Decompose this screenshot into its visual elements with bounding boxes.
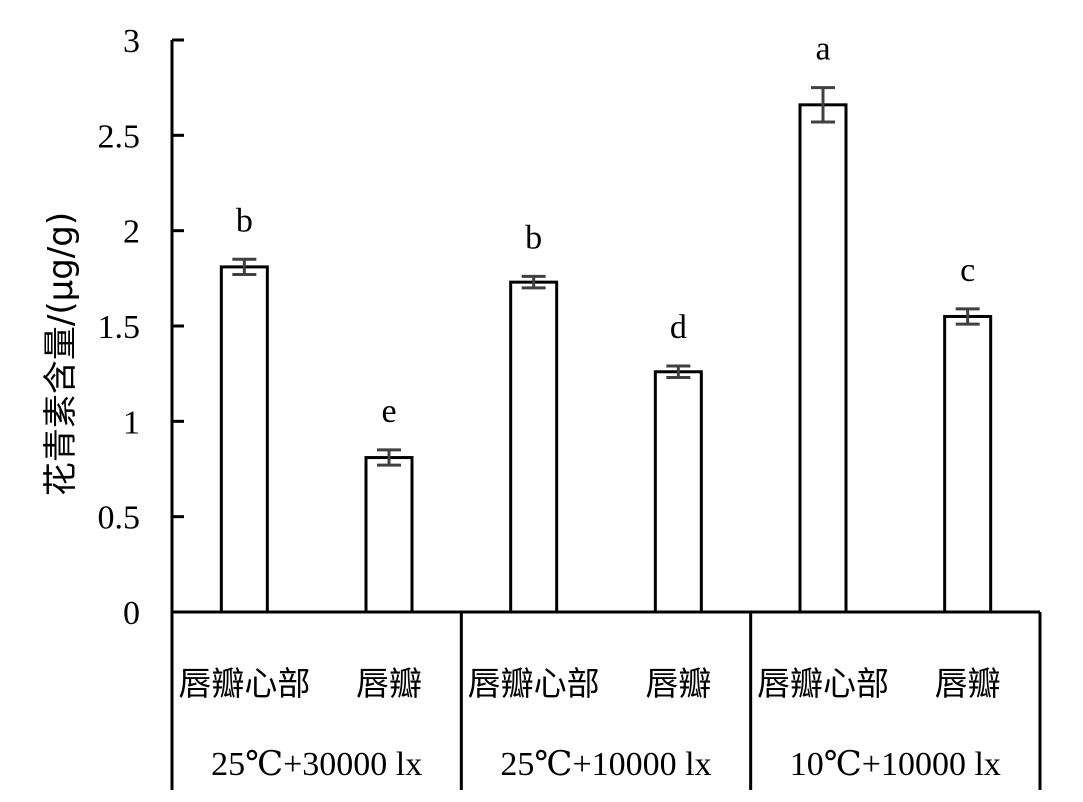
significance-letter: b	[236, 202, 253, 239]
y-tick-label: 1.5	[98, 309, 141, 346]
y-tick-label: 0	[123, 595, 140, 632]
y-tick-label: 0.5	[98, 500, 141, 537]
bars	[219, 103, 993, 614]
y-tick-label: 1	[123, 404, 140, 441]
y-tick-label: 2.5	[98, 118, 141, 155]
significance-letter: e	[381, 393, 396, 430]
error-bars	[232, 86, 980, 467]
bar	[943, 314, 993, 614]
axes: 0 0.5 1 1.5 2 2.5 3	[98, 23, 1042, 790]
x-category-label: 唇瓣	[645, 664, 711, 703]
significance-letter: b	[525, 219, 542, 256]
x-group-label: 25℃+10000 lx	[500, 746, 711, 783]
y-axis-label: 花青素含量/(μg/g)	[41, 212, 81, 496]
x-category-label: 唇瓣心部	[757, 664, 889, 703]
x-category-label: 唇瓣心部	[468, 664, 600, 703]
significance-letters: b e b d a c	[236, 31, 975, 430]
bar	[653, 370, 703, 614]
significance-letter: c	[960, 252, 975, 289]
x-category-label: 唇瓣心部	[178, 664, 310, 703]
y-tick-label: 3	[123, 23, 140, 60]
x-category-label: 唇瓣	[935, 664, 1001, 703]
x-category-label: 唇瓣	[356, 664, 422, 703]
bar	[798, 103, 848, 614]
y-axis-label-group: 花青素含量/(μg/g)	[41, 212, 81, 496]
bar	[509, 280, 559, 614]
bar	[364, 456, 414, 614]
x-group-label: 25℃+30000 lx	[211, 746, 422, 783]
bar	[219, 265, 269, 614]
significance-letter: a	[815, 31, 830, 68]
x-group-label: 10℃+10000 lx	[790, 746, 1001, 783]
x-category-labels: 唇瓣心部 唇瓣 25℃+30000 lx 唇瓣心部 唇瓣 25℃+10000 lx 唇瓣心部…	[178, 664, 1001, 783]
y-tick-label: 2	[123, 214, 140, 251]
significance-letter: d	[670, 309, 687, 346]
